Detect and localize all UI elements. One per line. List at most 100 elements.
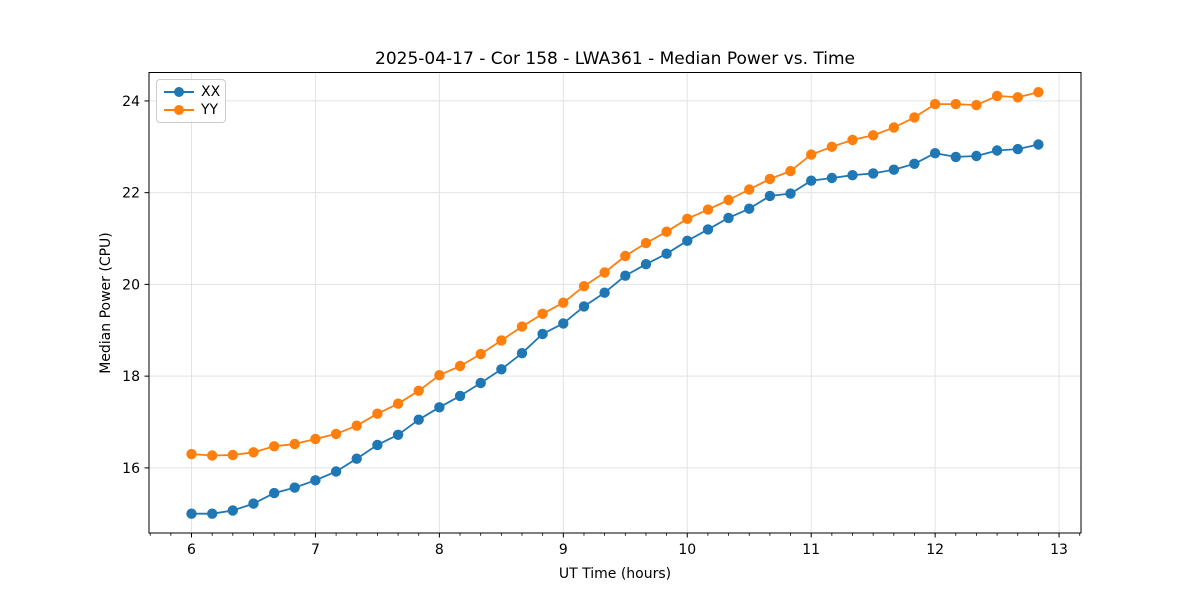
data-point [289,482,300,493]
series-yy-markers [186,87,1044,461]
data-point [682,235,693,246]
data-point [1033,139,1044,150]
data-point [702,204,714,215]
data-point [868,130,879,141]
y-tick-label: 18 [122,369,140,385]
x-axis-label: UT Time (hours) [559,566,671,582]
legend: XX YY [156,79,226,123]
x-tick-label: 13 [1050,542,1068,558]
data-point [207,508,218,519]
data-point [372,408,383,419]
x-tick-label: 10 [678,542,696,558]
data-point [620,270,631,281]
data-point [950,98,961,110]
data-point [847,170,858,181]
data-point [826,141,838,152]
data-point [516,321,528,332]
data-point [372,439,383,451]
data-point [392,429,404,440]
data-point [330,428,342,440]
x-tick-label: 9 [559,542,568,558]
data-point [826,172,838,184]
data-point [682,213,693,224]
data-point [496,364,507,375]
data-point [785,165,796,177]
x-tick-label: 12 [926,542,944,558]
data-point [661,248,672,259]
data-point [207,450,218,461]
legend-item-yy: YY [164,101,225,119]
y-axis-label: Median Power (CPU) [98,232,114,374]
data-point [723,194,734,206]
data-point [744,203,755,214]
data-point [888,164,900,175]
x-tick-label: 6 [187,542,196,558]
data-point [475,348,486,360]
y-tick-label: 20 [122,277,140,293]
data-point [434,370,445,381]
xx-line-marker-icon [164,86,194,97]
data-point [640,259,652,270]
data-point [950,151,961,163]
axes-layer: 6 7 8 9 10 11 12 13 16 18 20 22 24 [122,72,1082,558]
data-point [1033,87,1044,98]
data-point [1012,92,1023,103]
data-point [454,360,466,372]
data-point [661,226,672,237]
data-point [991,90,1003,102]
data-point [971,99,982,111]
data-point [599,287,610,298]
series-xx-markers [186,139,1044,519]
data-point [909,158,920,169]
plot-border [148,72,1082,534]
data-point [868,168,879,179]
data-point [764,173,776,185]
data-point [1012,143,1023,155]
y-tick-label: 22 [122,186,140,202]
data-point [289,438,300,450]
data-point [248,447,259,458]
grid-layer [149,72,1081,533]
data-point [454,390,466,402]
data-point [744,184,755,195]
data-point [847,134,858,146]
data-point [248,498,259,509]
data-point [971,150,982,162]
data-point [723,212,734,224]
data-point [310,433,321,445]
data-point [516,348,528,359]
yy-line-marker-icon [164,105,194,116]
data-point [227,505,238,516]
data-point [413,385,424,396]
data-point [599,267,610,278]
data-point [702,224,714,235]
data-point [929,98,941,110]
data-point [310,475,321,486]
y-tick-label: 16 [122,461,140,477]
series-xx-line [190,143,1040,515]
data-point [413,414,424,425]
data-point [496,335,507,346]
data-point [620,250,631,262]
data-point [475,377,486,389]
data-point [558,297,569,308]
data-point [351,453,362,464]
data-point [537,308,548,319]
x-tick-label: 7 [311,542,320,558]
data-point [269,487,280,499]
legend-item-xx: XX [164,83,225,101]
chart-title: 2025-04-17 - Cor 158 - LWA361 - Median P… [375,49,855,69]
data-point [929,148,941,159]
data-point [227,449,238,461]
data-point [434,402,445,413]
y-tick-label: 24 [122,94,140,110]
data-point [269,441,280,452]
data-point [764,190,776,202]
data-point [806,149,817,160]
data-point [806,175,817,186]
x-tick-label: 11 [802,542,820,558]
data-point [186,508,197,519]
data-point [909,112,920,123]
data-point [537,328,548,340]
